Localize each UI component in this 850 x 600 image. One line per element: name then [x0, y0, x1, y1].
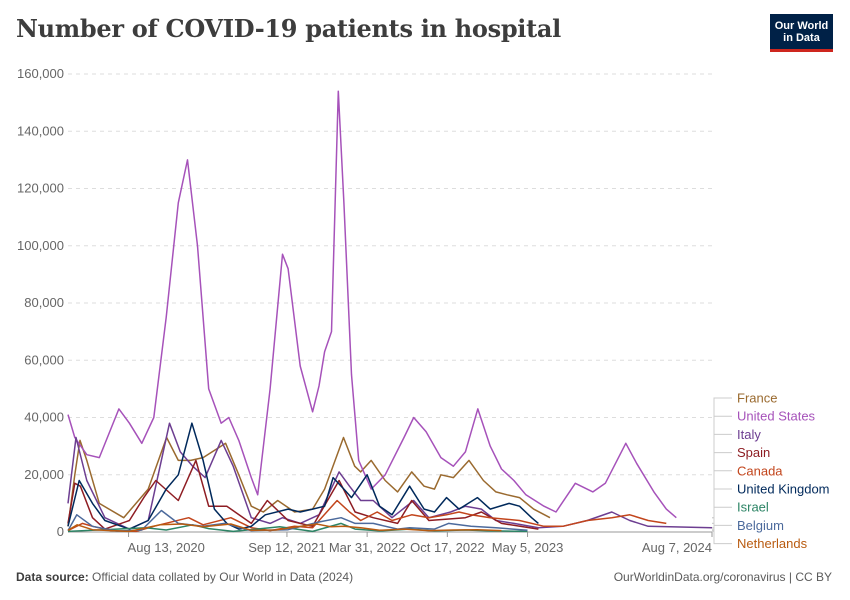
- y-tick-label: 60,000: [24, 352, 64, 367]
- y-axis: 0 20,000 40,000 60,000 80,000 100,000 120,000 1…: [17, 66, 64, 539]
- legend-label[interactable]: Belgium: [737, 518, 784, 533]
- legend-label[interactable]: United States: [737, 409, 816, 424]
- series-line[interactable]: [67, 90, 677, 519]
- chart-title: Number of COVID-19 patients in hospital: [16, 14, 561, 43]
- legend-connector: [712, 433, 732, 529]
- x-tick-label: Oct 17, 2022: [410, 540, 484, 555]
- source-label: Data source:: [16, 570, 89, 584]
- legend-label[interactable]: France: [737, 391, 777, 406]
- legend-label[interactable]: Spain: [737, 445, 770, 460]
- logo-line-2: in Data: [783, 32, 820, 44]
- footer-source: Data source: Official data collated by O…: [16, 570, 353, 584]
- source-text: Official data collated by Our World in D…: [92, 570, 354, 584]
- x-tick-label: May 5, 2023: [492, 540, 564, 555]
- legend-connector: [712, 452, 732, 530]
- x-axis: Aug 13, 2020 Sep 12, 2021 Mar 31, 2022 Oct …: [128, 532, 713, 555]
- series-line[interactable]: [67, 523, 502, 533]
- series-line[interactable]: [67, 422, 713, 530]
- legend-label[interactable]: Canada: [737, 463, 783, 478]
- y-tick-label: 160,000: [17, 66, 64, 81]
- series-line[interactable]: [67, 459, 539, 530]
- y-tick-label: 100,000: [17, 238, 64, 253]
- legend-connector: [712, 524, 732, 531]
- legend-connector: [712, 530, 732, 545]
- logo-line-1: Our World: [774, 20, 829, 32]
- x-tick-label: Aug 7, 2024: [642, 540, 712, 555]
- legend-connector: [712, 470, 732, 524]
- x-tick-label: Mar 31, 2022: [329, 540, 406, 555]
- legend-label[interactable]: Italy: [737, 427, 761, 442]
- legend-connector: [712, 506, 732, 532]
- footer-url[interactable]: OurWorldinData.org/coronavirus | CC BY: [613, 570, 832, 584]
- grid: [68, 73, 712, 533]
- x-tick-label: Aug 13, 2020: [128, 540, 205, 555]
- owid-logo[interactable]: Our World in Data: [770, 14, 833, 52]
- y-tick-label: 40,000: [24, 410, 64, 425]
- legend-label[interactable]: United Kingdom: [737, 482, 830, 497]
- legend-connector: [712, 415, 732, 519]
- y-tick-label: 120,000: [17, 181, 64, 196]
- series-line[interactable]: [67, 422, 539, 530]
- y-tick-label: 80,000: [24, 295, 64, 310]
- x-tick-label: Sep 12, 2021: [248, 540, 325, 555]
- y-tick-label: 20,000: [24, 467, 64, 482]
- legend: France United States Italy Spain Canada Unite…: [712, 391, 830, 551]
- legend-label[interactable]: Israel: [737, 500, 769, 515]
- series-lines: [67, 90, 713, 533]
- y-tick-label: 140,000: [17, 123, 64, 138]
- legend-connector: [712, 488, 732, 524]
- series-line[interactable]: [67, 436, 551, 527]
- legend-label[interactable]: Netherlands: [737, 536, 808, 551]
- y-tick-label: 0: [57, 524, 64, 539]
